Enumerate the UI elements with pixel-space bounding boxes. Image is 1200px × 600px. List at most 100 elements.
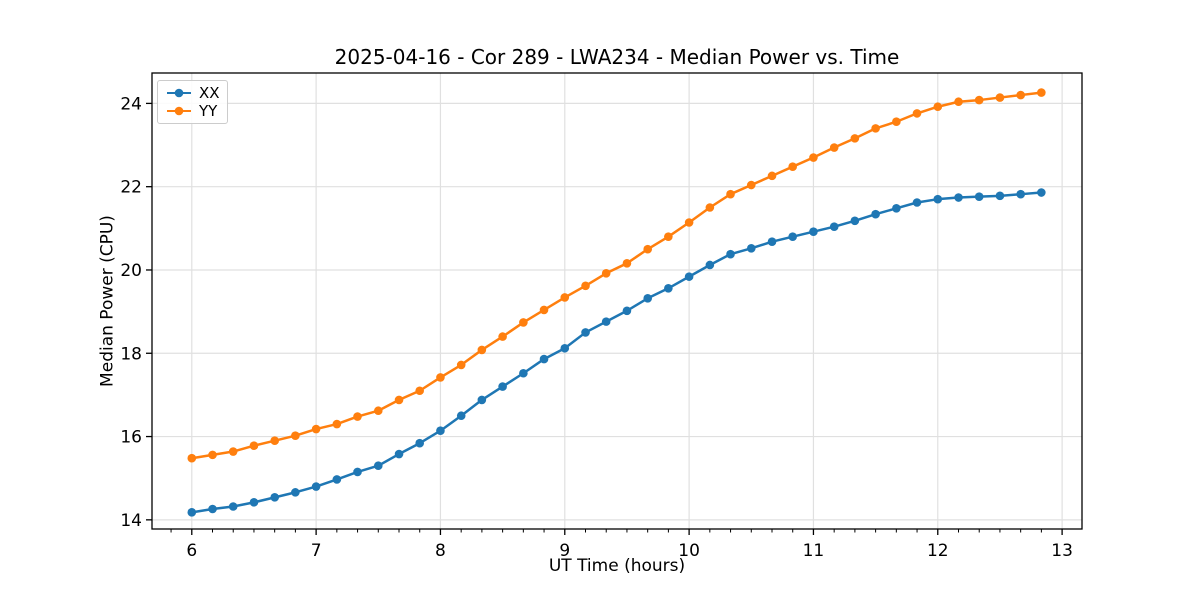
series-xx-point bbox=[622, 306, 632, 316]
series-yy-point bbox=[622, 259, 632, 268]
axes-border bbox=[151, 72, 1083, 530]
legend-label-yy: YY bbox=[199, 102, 218, 120]
y-tick-label: 22 bbox=[120, 178, 142, 198]
series-yy-point bbox=[291, 431, 300, 441]
series-yy-point bbox=[1037, 88, 1046, 97]
series-yy-point bbox=[228, 447, 238, 456]
series-xx-point bbox=[332, 475, 342, 484]
y-tick-label: 16 bbox=[120, 428, 142, 448]
series-xx-point bbox=[788, 232, 797, 241]
x-tick-label: 7 bbox=[311, 541, 322, 561]
series-xx-point bbox=[394, 449, 404, 459]
series-xx-point bbox=[415, 438, 424, 448]
series-yy-point bbox=[892, 117, 901, 127]
series-yy-point bbox=[788, 162, 797, 171]
legend-marker bbox=[174, 88, 184, 98]
series-xx-point bbox=[892, 204, 901, 213]
series-xx-point bbox=[684, 272, 694, 281]
legend-item-yy: YY bbox=[166, 103, 219, 119]
series-yy-point bbox=[974, 95, 984, 105]
series-xx-point bbox=[311, 482, 321, 491]
x-tick-label: 6 bbox=[186, 541, 197, 561]
series-xx-point bbox=[767, 237, 777, 246]
series-yy-point bbox=[684, 218, 694, 227]
series-xx-point bbox=[208, 504, 217, 514]
series-yy-point bbox=[249, 441, 259, 451]
x-tick-label: 13 bbox=[1051, 541, 1073, 561]
series-xx-point bbox=[809, 227, 818, 236]
y-tick-label: 20 bbox=[120, 261, 142, 281]
chart-title: 2025-04-16 - Cor 289 - LWA234 - Median P… bbox=[334, 45, 900, 69]
series-yy-point bbox=[829, 143, 839, 152]
series-xx-point bbox=[581, 328, 590, 337]
series-yy-point bbox=[498, 332, 507, 341]
series-xx-point bbox=[291, 488, 300, 497]
series-xx-point bbox=[912, 198, 922, 207]
series-xx-point bbox=[519, 368, 528, 378]
series-yy-point bbox=[332, 419, 342, 429]
series-xx-point bbox=[498, 382, 507, 391]
series-yy-point bbox=[311, 424, 321, 434]
series-yy-point bbox=[539, 305, 549, 315]
series-yy-point bbox=[208, 450, 217, 460]
series-xx-point bbox=[726, 249, 735, 259]
legend-marker bbox=[174, 106, 184, 116]
series-xx-point bbox=[560, 343, 570, 353]
series-yy-point bbox=[456, 360, 466, 370]
series-xx-point bbox=[871, 209, 880, 219]
series-yy-point bbox=[995, 93, 1005, 102]
x-tick-label: 11 bbox=[803, 541, 825, 561]
series-xx-point bbox=[353, 467, 362, 477]
series-xx-point bbox=[270, 493, 280, 502]
series-xx-point bbox=[974, 192, 984, 201]
y-tick-label: 14 bbox=[120, 511, 142, 531]
series-yy-point bbox=[519, 318, 528, 327]
series-yy-point bbox=[809, 153, 818, 162]
series-xx-point bbox=[187, 508, 197, 517]
y-tick-label: 24 bbox=[120, 94, 142, 114]
series-xx-line bbox=[190, 191, 1043, 514]
series-xx-point bbox=[954, 193, 963, 202]
series-xx-point bbox=[995, 191, 1005, 201]
series-xx-point bbox=[1016, 189, 1026, 199]
series-xx-point bbox=[436, 426, 445, 436]
series-yy-point bbox=[477, 345, 487, 355]
series-xx-point bbox=[373, 461, 383, 471]
y-tick-label: 18 bbox=[120, 344, 142, 364]
series-yy-point bbox=[187, 453, 197, 463]
series-yy-point bbox=[850, 134, 860, 143]
series-xx-point bbox=[477, 395, 487, 405]
series-yy-point bbox=[954, 97, 963, 107]
series-yy-point bbox=[1016, 90, 1026, 100]
series-yy-point bbox=[415, 386, 424, 396]
x-tick-label: 9 bbox=[559, 541, 570, 561]
y-axis-label: Median Power (CPU) bbox=[97, 215, 118, 387]
series-xx-point bbox=[933, 194, 943, 204]
series-yy-point bbox=[601, 269, 611, 278]
series-yy-point bbox=[664, 232, 673, 241]
series-yy-point bbox=[746, 180, 756, 190]
legend: XX YY bbox=[157, 80, 228, 124]
series-yy-point bbox=[912, 109, 922, 118]
series-yy-point bbox=[353, 412, 362, 421]
series-xx-point bbox=[746, 244, 756, 253]
series-xx-point bbox=[249, 498, 259, 507]
legend-label-xx: XX bbox=[199, 84, 220, 102]
series-yy-point bbox=[643, 244, 653, 254]
x-tick-label: 10 bbox=[678, 541, 700, 561]
series-yy-point bbox=[373, 406, 383, 416]
series-xx-point bbox=[456, 411, 466, 421]
series-yy-point bbox=[933, 102, 943, 112]
series-yy-point bbox=[767, 171, 777, 181]
x-tick-label: 8 bbox=[435, 541, 446, 561]
series-yy-point bbox=[394, 395, 404, 405]
x-axis-label: UT Time (hours) bbox=[548, 556, 686, 576]
series-xx-point bbox=[829, 222, 839, 231]
series-yy-point bbox=[581, 281, 590, 291]
x-tick-label: 12 bbox=[927, 541, 949, 561]
series-yy-point bbox=[436, 373, 445, 382]
series-xx-point bbox=[664, 283, 673, 293]
series-yy-point bbox=[270, 436, 280, 446]
series-xx-point bbox=[705, 260, 715, 270]
